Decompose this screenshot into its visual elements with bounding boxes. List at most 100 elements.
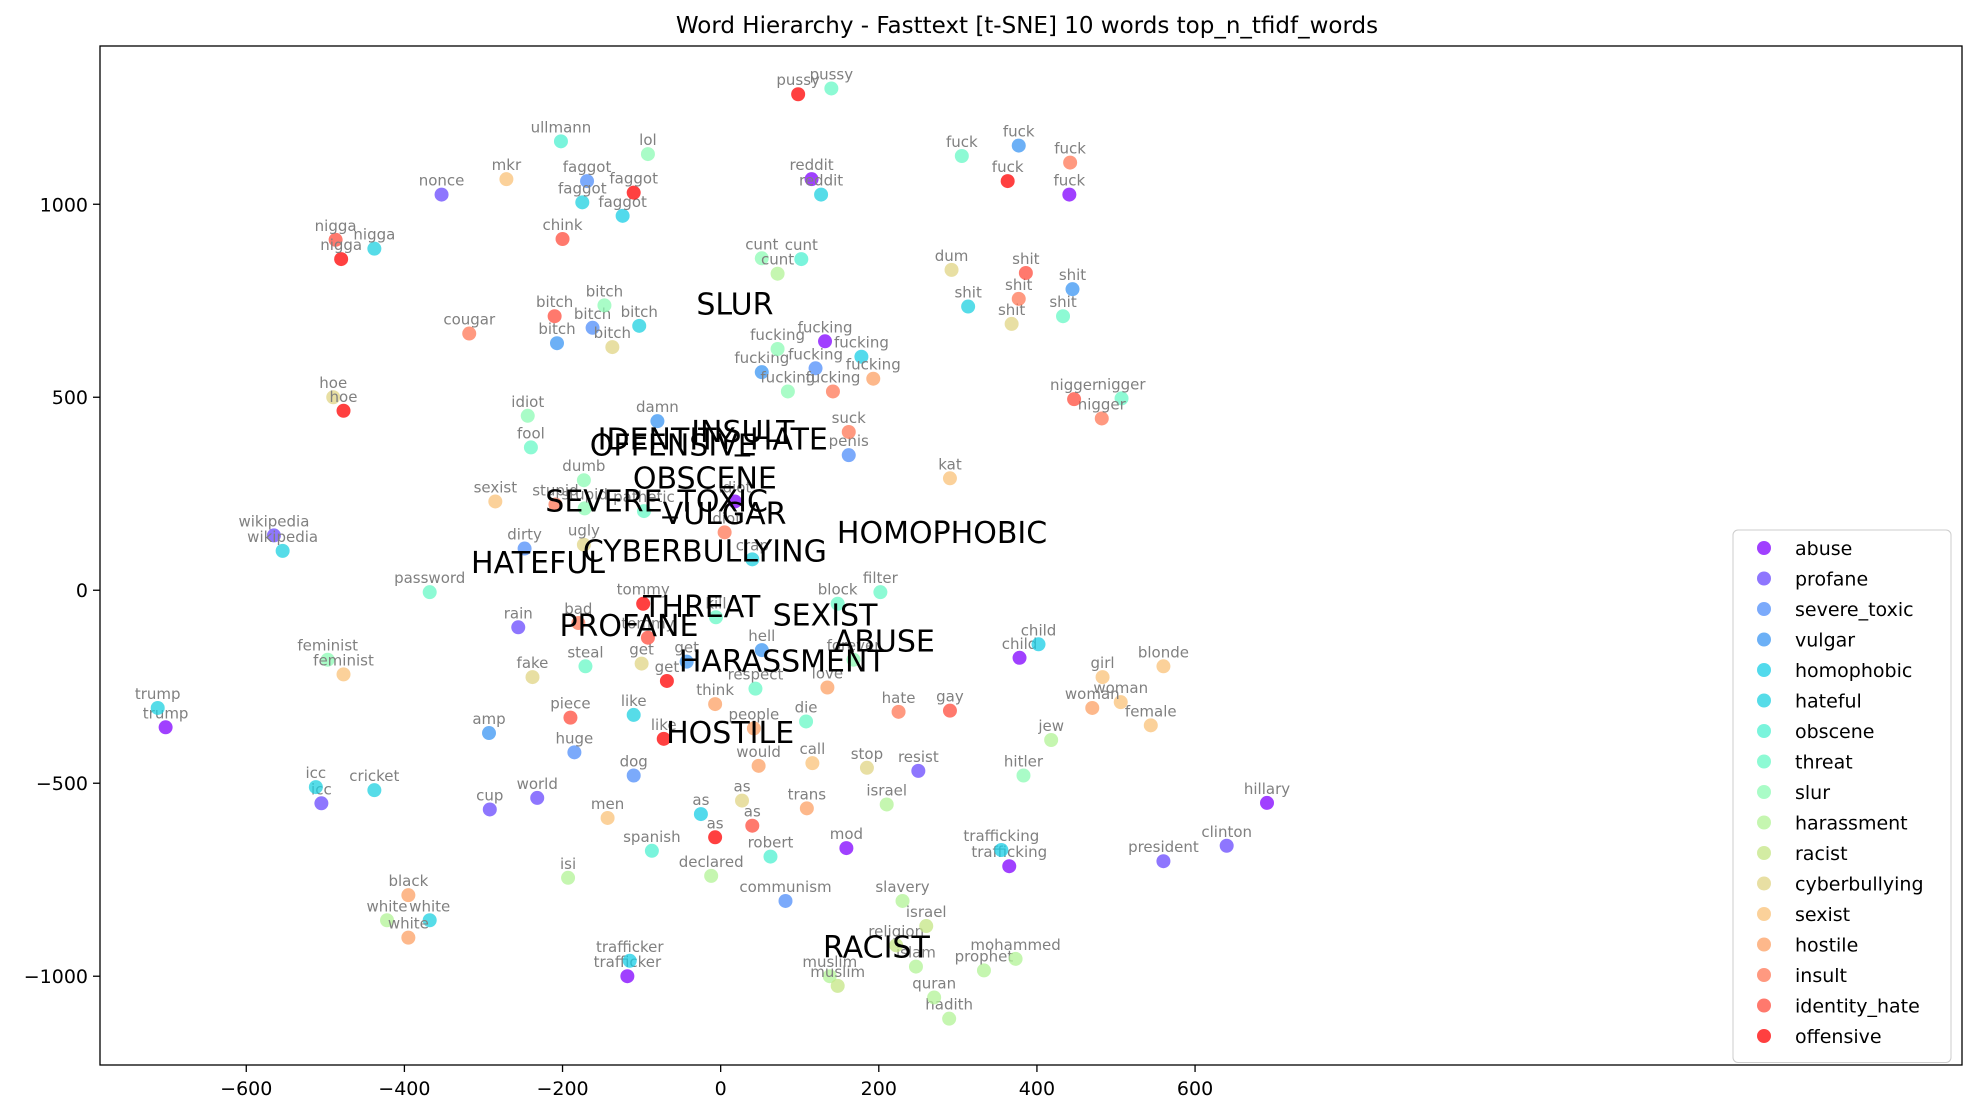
legend-marker: [1757, 663, 1771, 677]
data-point: [634, 656, 649, 671]
point-label: hate: [882, 689, 916, 707]
data-point: [908, 959, 923, 974]
data-point: [794, 252, 809, 267]
category-label: ABUSE: [834, 625, 935, 660]
point-label: mod: [830, 825, 863, 843]
chart-title: Word Hierarchy - Fasttext [t-SNE] 10 wor…: [676, 13, 1378, 39]
data-point: [824, 81, 839, 96]
category-label: INSULT: [691, 415, 795, 450]
point-label: faggot: [558, 179, 607, 197]
data-point: [805, 756, 820, 771]
data-point: [336, 403, 351, 418]
point-label: love: [812, 665, 843, 683]
data-point: [1114, 391, 1129, 406]
point-label: get: [655, 658, 680, 676]
point-label: filter: [863, 569, 899, 587]
data-point: [334, 252, 349, 267]
data-point: [791, 87, 806, 102]
data-point: [751, 758, 766, 773]
data-point: [499, 172, 514, 187]
point-label: crap: [736, 536, 769, 554]
legend-marker: [1757, 632, 1771, 647]
data-point: [1156, 659, 1171, 674]
category-label: HOMOPHOBIC: [837, 516, 1047, 551]
data-point: [1008, 951, 1023, 966]
point-label: fuck: [946, 133, 978, 151]
data-point: [547, 309, 562, 324]
point-label: ullmann: [531, 118, 592, 136]
legend-marker: [1757, 1029, 1771, 1043]
point-label: fucking: [805, 368, 860, 386]
point-label: wikipedia: [247, 528, 318, 546]
data-point: [830, 596, 845, 611]
point-label: stupid: [561, 485, 607, 503]
point-label: damn: [636, 398, 679, 416]
x-tick-label: 200: [861, 1078, 897, 1100]
legend-marker: [1757, 754, 1771, 769]
point-label: steal: [567, 643, 603, 661]
point-label: idiot: [511, 393, 544, 411]
point-label: stop: [851, 745, 883, 763]
point-label: woman: [1065, 685, 1120, 703]
data-point: [708, 830, 723, 845]
point-label: as: [744, 803, 761, 821]
point-label: get: [674, 639, 699, 657]
point-label: like: [621, 692, 647, 710]
series-hateful: reddit nigga bitch faggot shit wikipedia crick…: [135, 172, 982, 928]
data-point: [576, 473, 591, 488]
data-point: [1067, 392, 1082, 407]
data-point: [525, 670, 540, 685]
data-point: [1018, 265, 1033, 280]
data-point: [1000, 174, 1015, 189]
data-point: [818, 334, 833, 349]
data-point: [708, 697, 723, 712]
legend-entry: abuse: [1795, 538, 1852, 560]
legend-marker: [1757, 571, 1771, 586]
point-label: piece: [550, 695, 590, 713]
point-label: pussy: [810, 65, 854, 83]
point-label: bitch: [621, 303, 658, 321]
series-hostile: fucking love people would trans think black whi…: [388, 356, 1120, 945]
point-label: jew: [1037, 717, 1064, 735]
data-point: [708, 610, 723, 625]
point-label: slavery: [875, 878, 929, 896]
point-label: stupid: [532, 482, 578, 500]
point-label: as: [734, 778, 751, 796]
data-point: [735, 793, 750, 808]
data-point: [326, 390, 341, 405]
point-label: woman: [1093, 679, 1148, 697]
data-point: [488, 494, 503, 509]
point-label: pussy: [776, 71, 820, 89]
data-point: [578, 659, 593, 674]
point-label: men: [591, 795, 624, 813]
point-label: fucking: [834, 334, 889, 352]
point-label: as: [692, 791, 709, 809]
data-point: [866, 371, 881, 386]
data-point: [1143, 718, 1158, 733]
point-label: dumb: [562, 457, 605, 475]
point-label: bitch: [538, 320, 575, 338]
legend-entry: identity_hate: [1795, 996, 1920, 1018]
data-point: [780, 384, 795, 399]
data-point: [636, 596, 651, 611]
point-label: bitch: [586, 282, 623, 300]
point-label: bitch: [536, 293, 573, 311]
legend-entry: hateful: [1795, 691, 1862, 713]
point-label: ugly: [568, 522, 600, 540]
series-insult: cougar stupid fucking suck idiot bad hate nigge…: [443, 140, 1127, 719]
data-point: [1004, 316, 1019, 331]
point-label: blonde: [1138, 643, 1189, 661]
legend-box: [1732, 529, 1952, 1063]
point-label: fool: [517, 424, 545, 442]
legend-entry: offensive: [1795, 1026, 1882, 1048]
data-point: [927, 990, 942, 1005]
legend-marker: [1757, 602, 1771, 616]
point-label: child: [1021, 621, 1057, 639]
data-point: [1012, 650, 1027, 665]
point-label: trump: [135, 685, 181, 703]
point-label: resist: [898, 748, 939, 766]
point-label: fuck: [1054, 140, 1086, 158]
data-point: [622, 953, 637, 968]
